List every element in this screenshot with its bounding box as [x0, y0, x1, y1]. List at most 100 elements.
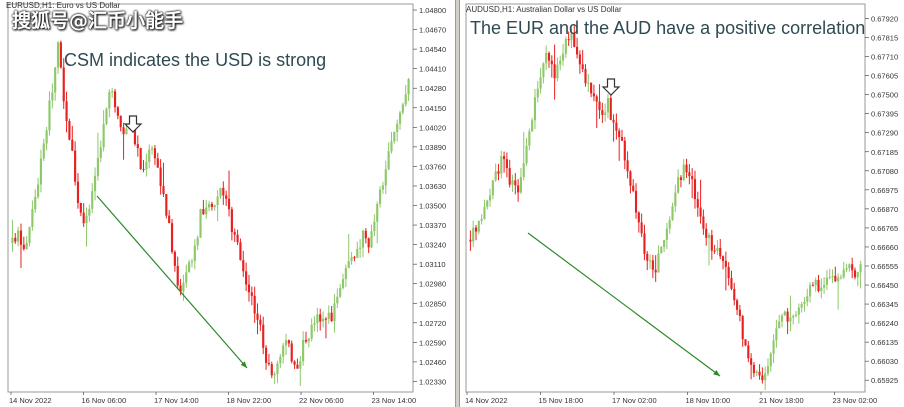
candle-body	[533, 97, 537, 121]
y-tick-label: 1.04670	[419, 26, 446, 35]
candle-body	[848, 264, 851, 269]
candle-body	[803, 301, 806, 304]
candle-body	[567, 39, 570, 41]
y-tick-label: 0.67815	[871, 34, 898, 43]
y-tick-label: 1.03240	[419, 241, 446, 250]
y-tick-label: 1.03630	[419, 182, 446, 191]
candle-body	[99, 147, 102, 158]
candle-body	[592, 93, 595, 97]
candle-body	[564, 39, 567, 54]
candle-body	[539, 77, 542, 89]
candle-body	[384, 169, 387, 186]
candle-body	[508, 168, 511, 185]
candle-body	[550, 60, 553, 65]
candle-body	[500, 156, 503, 174]
candle-body	[705, 228, 708, 238]
y-tick-label: 1.04800	[419, 6, 446, 15]
y-tick-label: 0.66450	[871, 281, 898, 290]
candle-body	[834, 275, 837, 282]
candle-body	[668, 220, 671, 229]
candle-body	[125, 128, 128, 135]
candle-body	[222, 187, 225, 196]
candle-body	[207, 203, 211, 208]
y-tick-label: 1.03500	[419, 202, 446, 211]
candle-body	[34, 196, 37, 210]
candle-body	[643, 233, 646, 254]
candle-body	[480, 218, 483, 221]
candle-body	[786, 311, 789, 322]
candle-body	[39, 158, 43, 185]
candle-body	[811, 285, 814, 287]
candle-body	[145, 161, 148, 170]
candle-body	[264, 347, 268, 363]
y-tick-label: 1.04280	[419, 84, 446, 93]
candle-body	[820, 287, 823, 292]
candle-body	[651, 260, 654, 270]
x-tick-label: 15 Nov 18:00	[539, 396, 584, 405]
candle-body	[319, 314, 322, 322]
y-tick-label: 0.66345	[871, 300, 898, 309]
candle-body	[637, 212, 640, 223]
candle-body	[648, 260, 652, 262]
candle-body	[626, 160, 629, 172]
candle-body	[313, 323, 316, 325]
candle-body	[76, 181, 80, 203]
candle-body	[290, 343, 293, 362]
candle-body	[517, 185, 520, 193]
candle-body	[491, 180, 494, 196]
candle-body	[156, 158, 159, 168]
y-tick-label: 0.66870	[871, 205, 898, 214]
candle-body	[598, 101, 601, 111]
candle-body	[497, 171, 500, 174]
candle-body	[356, 248, 359, 258]
y-tick-label: 0.66135	[871, 338, 898, 347]
candle-body	[483, 206, 486, 219]
candle-body	[615, 122, 618, 131]
candle-body	[750, 358, 753, 365]
candle-body	[797, 307, 800, 315]
candle-body	[359, 247, 362, 249]
candle-body	[250, 292, 253, 296]
candle-body	[699, 207, 702, 217]
candle-body	[42, 143, 45, 159]
candle-body	[276, 363, 279, 375]
candle-body	[547, 53, 551, 61]
candle-body	[503, 156, 506, 160]
eurusd-chart[interactable]: 1.04800 1.04670 1.04540 1.04410 1.04280 1.041…	[0, 0, 456, 407]
candle-body	[576, 46, 579, 55]
audusd-chart[interactable]: 0.67920 0.67815 0.67710 0.67605 0.67500 0.673…	[460, 0, 904, 407]
candle-body	[225, 195, 228, 199]
candle-body	[604, 112, 607, 115]
candle-body	[839, 277, 843, 279]
candle-body	[56, 42, 60, 68]
candle-body	[253, 295, 256, 314]
candle-body	[859, 264, 862, 272]
candle-body	[752, 364, 755, 374]
y-tick-label: 0.67185	[871, 148, 898, 157]
candle-body	[350, 257, 353, 261]
candle-body	[148, 149, 151, 162]
candle-body	[634, 190, 638, 213]
candle-body	[173, 251, 176, 266]
x-tick-label: 14 Nov 2022	[9, 396, 52, 405]
candle-body	[279, 356, 282, 364]
candle-body	[122, 127, 125, 135]
candle-body	[344, 268, 347, 280]
eurusd-chart-panel[interactable]: 1.04800 1.04670 1.04540 1.04410 1.04280 1.041…	[0, 0, 456, 407]
candle-body	[190, 261, 194, 263]
candle-body	[299, 361, 302, 369]
candle-body	[494, 171, 497, 181]
candle-body	[702, 216, 705, 229]
candle-body	[182, 282, 185, 292]
audusd-chart-panel[interactable]: 0.67920 0.67815 0.67710 0.67605 0.67500 0.673…	[459, 0, 904, 407]
candle-body	[31, 209, 34, 228]
candle-body	[629, 171, 632, 186]
y-tick-label: 0.67710	[871, 53, 898, 62]
y-tick-label: 1.02850	[419, 299, 446, 308]
y-tick-label: 1.04020	[419, 123, 446, 132]
candle-body	[828, 277, 831, 279]
candle-body	[213, 205, 216, 207]
candle-body	[373, 221, 376, 232]
chart-annotation: CSM indicates the USD is strong	[64, 50, 327, 70]
candle-body	[396, 123, 399, 132]
